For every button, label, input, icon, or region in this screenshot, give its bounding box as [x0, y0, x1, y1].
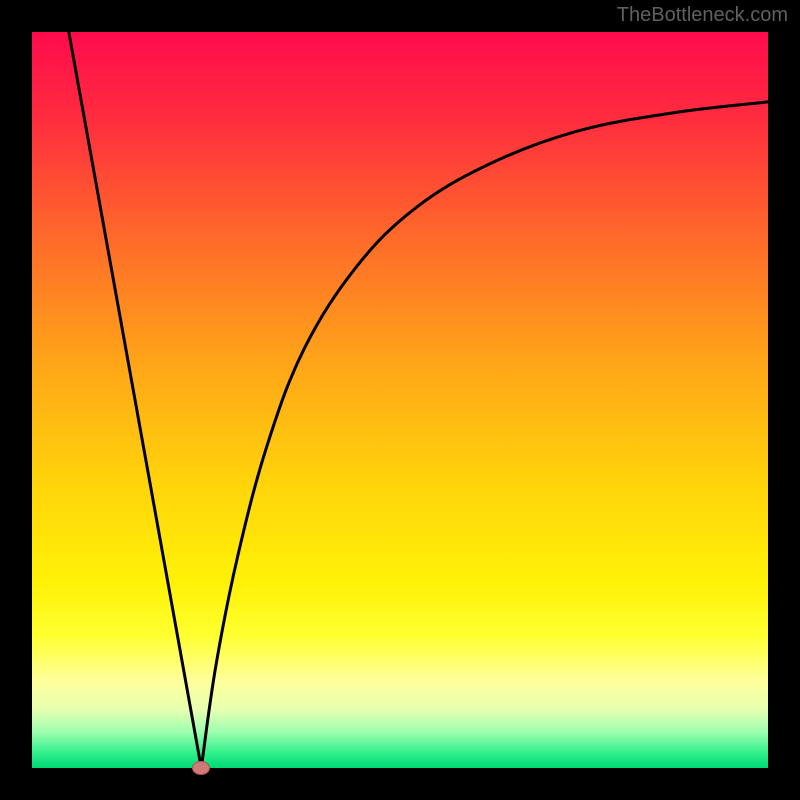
attribution-text: TheBottleneck.com: [617, 4, 788, 27]
plot-area: [32, 32, 768, 768]
optimum-point-marker: [192, 761, 210, 775]
bottleneck-curve: [32, 32, 768, 768]
